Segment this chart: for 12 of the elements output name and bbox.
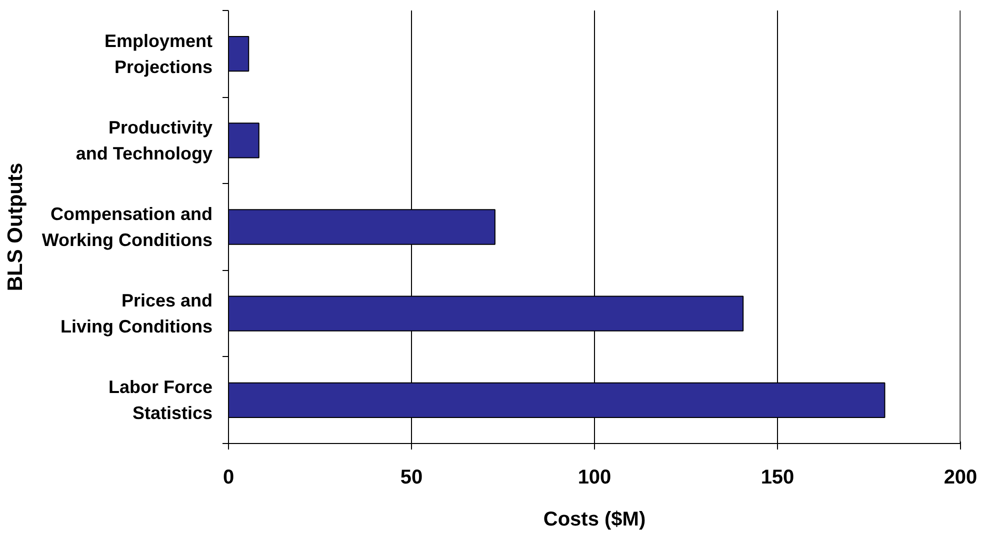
y-tick-label: Employment Projections xyxy=(104,30,213,77)
x-tick-label: 100 xyxy=(578,466,612,488)
x-axis-title: Costs ($M) xyxy=(543,508,646,530)
y-axis-title: BLS Outputs xyxy=(4,162,27,292)
x-tick-label: 0 xyxy=(222,466,234,488)
y-tick-label: Productivity and Technology xyxy=(76,117,213,164)
y-tick-label: Prices and Living Conditions xyxy=(60,290,213,337)
x-tick-label: 50 xyxy=(400,466,423,488)
y-tick-label: Labor Force Statistics xyxy=(108,377,213,424)
y-tick-label: Compensation and Working Conditions xyxy=(42,204,213,250)
x-tick-label: 200 xyxy=(944,466,978,488)
x-tick-label: 150 xyxy=(760,466,794,488)
